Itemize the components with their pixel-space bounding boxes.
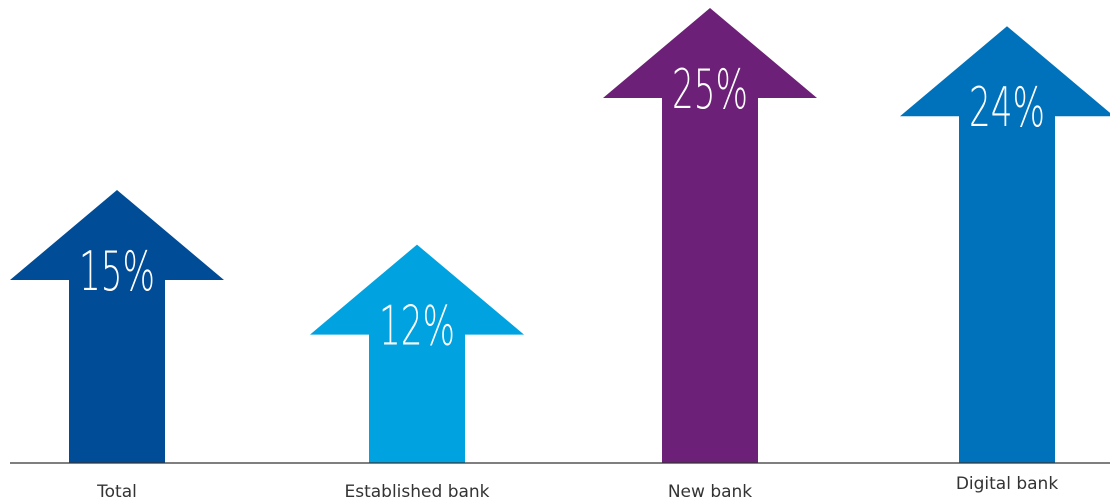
value-label-2: 25% bbox=[672, 58, 748, 121]
value-label-1: 12% bbox=[379, 295, 455, 358]
arrow-series bbox=[10, 8, 1110, 463]
value-label-3: 24% bbox=[969, 76, 1045, 139]
category-label-2: New bank bbox=[668, 482, 752, 502]
category-labels: Total Established bank New bank Digital ban… bbox=[96, 474, 1058, 502]
category-label-0: Total bbox=[96, 482, 137, 502]
arrow-bar-1 bbox=[310, 244, 524, 463]
arrow-bar-0 bbox=[10, 190, 224, 463]
value-label-0: 15% bbox=[79, 240, 155, 303]
category-label-3: Digital bank bbox=[956, 474, 1059, 494]
category-label-1: Established bank bbox=[344, 482, 489, 502]
arrow-bar-3 bbox=[900, 26, 1110, 463]
value-labels: 15% 12% 25% 24% bbox=[79, 58, 1045, 358]
arrow-bar-2 bbox=[603, 8, 817, 463]
